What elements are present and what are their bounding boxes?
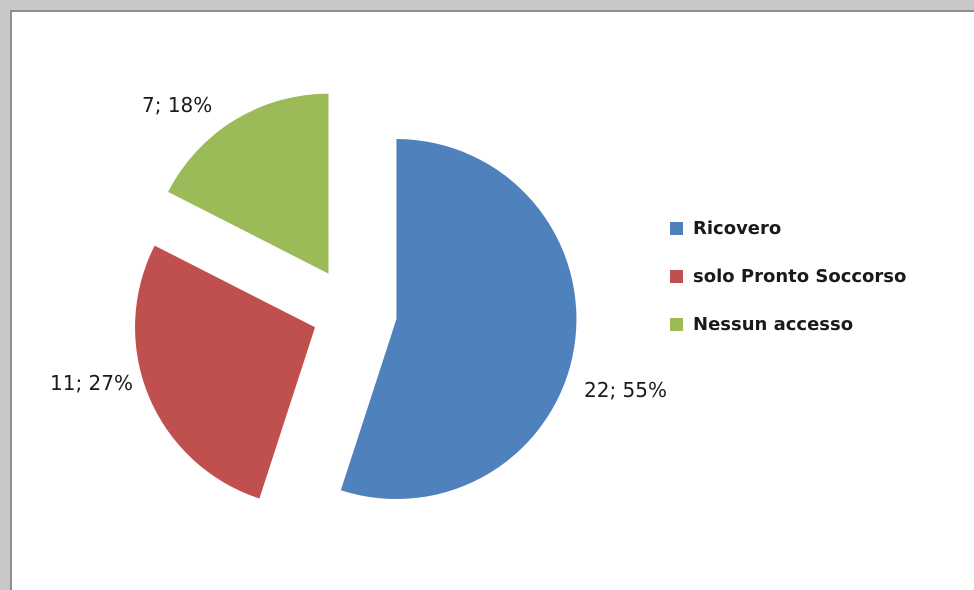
data-label-nessun-accesso: 7; 18% xyxy=(142,93,212,117)
legend-item-nessun-accesso: Nessun accesso xyxy=(670,312,906,336)
pie-slice-solo-pronto-soccorso xyxy=(135,245,316,499)
data-label-solo-pronto-soccorso: 11; 27% xyxy=(50,371,133,395)
legend-item-ricovero: Ricovero xyxy=(670,216,906,240)
legend-swatch-ricovero xyxy=(670,221,683,235)
chart-area: 22; 55% 11; 27% 7; 18% Ricovero solo Pront… xyxy=(10,10,974,590)
legend-label-nessun-accesso: Nessun accesso xyxy=(693,313,854,335)
legend-item-solo-pronto-soccorso: solo Pronto Soccorso xyxy=(670,264,906,288)
pie-slice-nessun-accesso xyxy=(168,93,329,274)
legend-swatch-nessun-accesso xyxy=(670,317,683,331)
pie-chart: 22; 55% 11; 27% 7; 18% xyxy=(50,93,667,500)
legend-label-solo-pronto-soccorso: solo Pronto Soccorso xyxy=(693,265,907,287)
data-label-ricovero: 22; 55% xyxy=(584,378,667,402)
legend: Ricovero solo Pronto Soccorso Nessun acc… xyxy=(670,216,906,360)
legend-label-ricovero: Ricovero xyxy=(693,217,782,239)
legend-swatch-solo-pronto-soccorso xyxy=(670,269,683,283)
pie-slice-ricovero xyxy=(340,139,577,500)
